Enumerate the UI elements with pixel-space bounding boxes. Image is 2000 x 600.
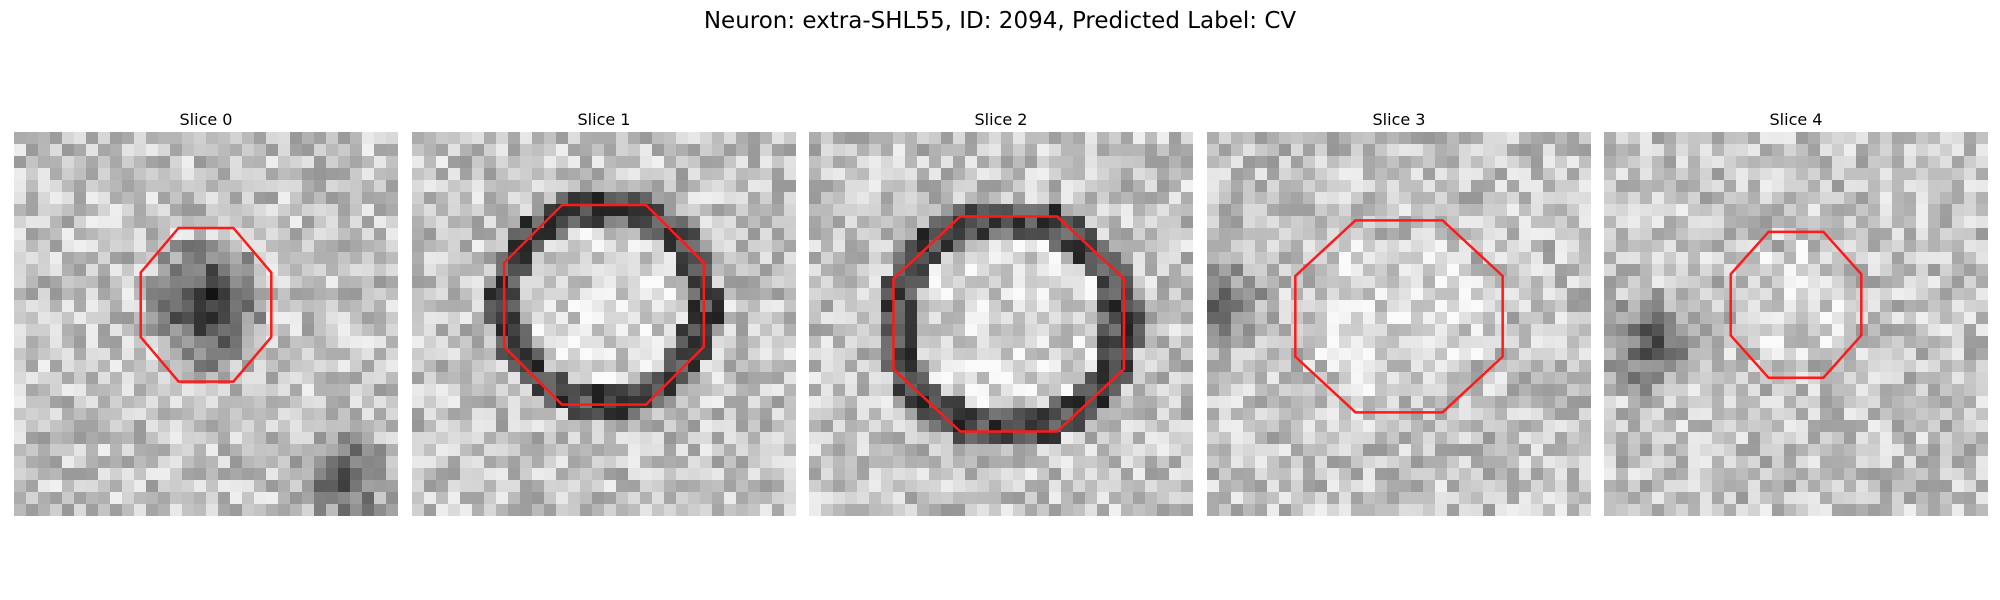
slice-label: Slice 1 — [577, 110, 631, 129]
slice-label: Slice 4 — [1769, 110, 1823, 129]
slice-image — [14, 132, 398, 516]
slice-panel-0: Slice 0 — [14, 108, 398, 516]
slice-label: Slice 3 — [1372, 110, 1426, 129]
slice-image — [1207, 132, 1591, 516]
slice-image — [1604, 132, 1988, 516]
segmentation-contour — [1729, 230, 1863, 380]
segmentation-contour — [502, 203, 706, 406]
slice-label: Slice 2 — [974, 110, 1028, 129]
slice-panel-3: Slice 3 — [1207, 108, 1591, 516]
slice-panel-1: Slice 1 — [412, 108, 796, 516]
slice-panel-4: Slice 4 — [1604, 108, 1988, 516]
slice-image — [809, 132, 1193, 516]
segmentation-contour — [1294, 219, 1504, 414]
slice-image — [412, 132, 796, 516]
segmentation-contour — [139, 226, 273, 383]
segmentation-contour — [892, 215, 1126, 433]
figure-title: Neuron: extra-SHL55, ID: 2094, Predicted… — [703, 8, 1297, 34]
slice-label: Slice 0 — [179, 110, 233, 129]
slice-panel-2: Slice 2 — [809, 108, 1193, 516]
